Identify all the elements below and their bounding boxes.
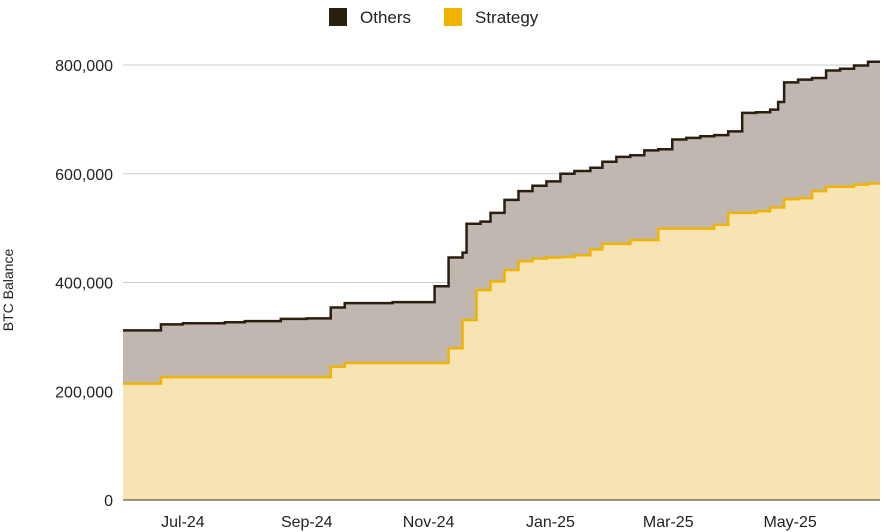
y-tick-label: 800,000 (55, 58, 113, 75)
strategy-area (123, 183, 880, 501)
x-tick-label: Jan-25 (526, 514, 575, 531)
x-tick-label: Mar-25 (643, 514, 694, 531)
legend-swatch-strategy (444, 8, 462, 26)
legend: Others Strategy (329, 8, 539, 27)
x-axis-ticks: Jul-24 Sep-24 Nov-24 Jan-25 Mar-25 May-25 (161, 514, 817, 531)
x-tick-label: May-25 (763, 514, 816, 531)
legend-swatch-others (329, 8, 347, 26)
others-line (123, 60, 880, 332)
legend-label-others: Others (360, 8, 411, 27)
y-tick-label: 400,000 (55, 276, 113, 293)
area-series (123, 61, 880, 501)
y-axis-ticks: 0 200,000 400,000 600,000 800,000 (55, 58, 113, 510)
y-tick-label: 600,000 (55, 167, 113, 184)
strategy-line (123, 182, 880, 385)
x-tick-label: Jul-24 (161, 514, 205, 531)
y-tick-label: 0 (104, 493, 113, 510)
x-tick-label: Nov-24 (403, 514, 455, 531)
series-lines (123, 60, 880, 385)
legend-label-strategy: Strategy (475, 8, 539, 27)
y-tick-label: 200,000 (55, 384, 113, 401)
others-area (123, 61, 880, 384)
y-axis-title: BTC Balance (0, 249, 16, 332)
x-tick-label: Sep-24 (281, 514, 333, 531)
